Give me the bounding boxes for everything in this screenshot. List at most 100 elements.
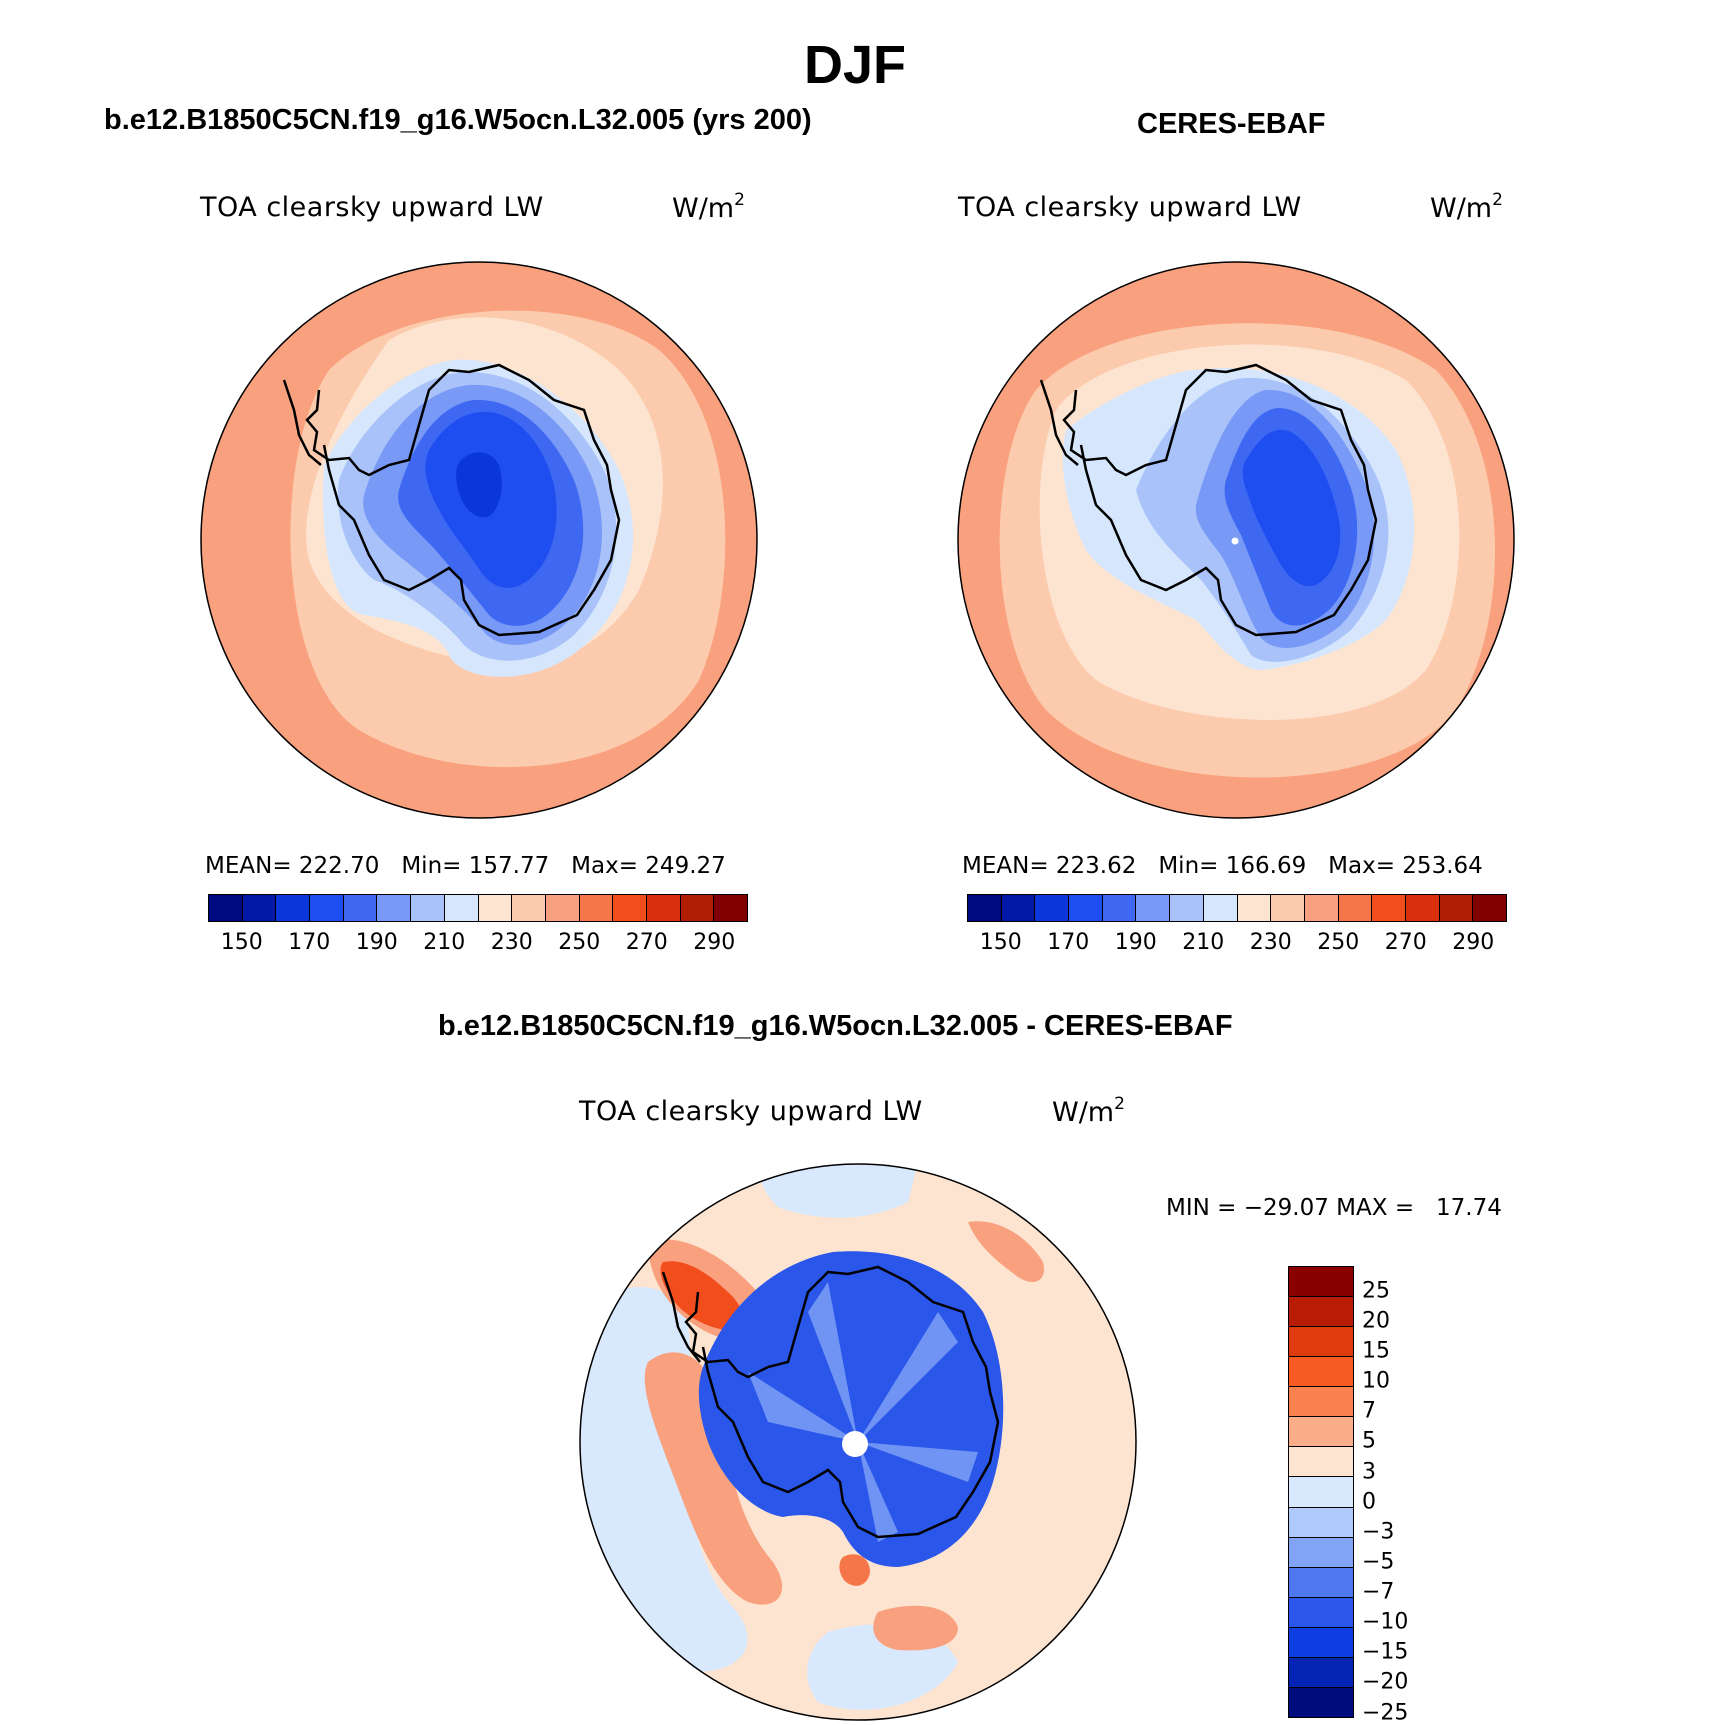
diff-red-south-spot: [839, 1554, 870, 1586]
obs-map-border: [957, 261, 1515, 819]
colorbar-tick-label: 170: [288, 930, 331, 955]
model-case-title: b.e12.B1850C5CN.f19_g16.W5ocn.L32.005 (y…: [104, 104, 812, 136]
colorbar-tick-label: 230: [1249, 930, 1292, 955]
colorbar-cell: [1438, 895, 1473, 921]
colorbar-tick-label: 170: [1047, 930, 1090, 955]
colorbar-cell: [1068, 895, 1102, 921]
colorbar-tick-label: 210: [1182, 930, 1225, 955]
obs-units-label: W/m2: [1430, 190, 1503, 224]
diff-colorbar-tick-label: −25: [1362, 1700, 1409, 1725]
obs-colorbar-ticks: 150 170 190 210 230 250 270 290: [967, 930, 1507, 958]
obs-stats: MEAN= 223.62 Min= 166.69 Max= 253.64: [962, 853, 1483, 879]
obs-peninsula: [1039, 379, 1079, 466]
model-coastline: [305, 363, 621, 637]
colorbar-cell: [1371, 895, 1405, 921]
obs-deep-blue: [1242, 429, 1341, 587]
colorbar-cell: [968, 895, 1001, 921]
colorbar-tick-label: 270: [1384, 930, 1427, 955]
diff-colorbar-cell: [1289, 1326, 1353, 1357]
colorbar-cell: [1270, 895, 1304, 921]
diff-colorbar-tick-label: 5: [1362, 1428, 1376, 1454]
colorbar-cell: [410, 895, 444, 921]
diff-colorbar-cell: [1289, 1536, 1353, 1567]
colorbar-cell: [1303, 895, 1338, 921]
diff-colorbar-tick-label: 0: [1362, 1489, 1376, 1515]
diff-colorbar-cell: [1289, 1356, 1353, 1387]
diff-colorbar-cell: [1289, 1596, 1353, 1627]
diff-colorbar-tick-label: 3: [1362, 1459, 1376, 1484]
colorbar-tick-label: 250: [558, 930, 601, 955]
obs-colorbar: [967, 894, 1507, 922]
colorbar-cell: [713, 895, 747, 921]
diff-colorbar-tick-label: −5: [1362, 1549, 1395, 1575]
colorbar-cell: [1101, 895, 1136, 921]
obs-pole-dot: [1231, 537, 1239, 545]
diff-colorbar-tick-label: −20: [1362, 1669, 1409, 1695]
colorbar-cell: [645, 895, 680, 921]
diff-light-blue-rays: [748, 1282, 978, 1542]
diff-colorbar-ticks: 25 20 15 10 7 5 3 0 −3 −5 −7 −10 −15 −20 −25: [1362, 1266, 1442, 1725]
diff-colorbar-cell: [1289, 1476, 1353, 1507]
model-colorbar-ticks: 150 170 190 210 230 250 270 290: [208, 930, 748, 958]
colorbar-tick-label: 190: [1114, 930, 1157, 955]
model-peninsula: [282, 379, 322, 466]
model-map-border: [200, 261, 758, 819]
colorbar-cell: [1472, 895, 1506, 921]
colorbar-cell: [1202, 895, 1237, 921]
diff-salmon-south: [873, 1605, 958, 1651]
obs-case-title: CERES-EBAF: [1137, 108, 1326, 140]
colorbar-cell: [578, 895, 613, 921]
model-colorbar: [208, 894, 748, 922]
diff-case-title: b.e12.B1850C5CN.f19_g16.W5ocn.L32.005 - …: [438, 1010, 1233, 1042]
colorbar-cell: [1337, 895, 1372, 921]
diff-coastline: [684, 1265, 1000, 1539]
diff-plot-label: TOA clearsky upward LW: [579, 1096, 923, 1127]
diff-colorbar-tick-label: 25: [1362, 1278, 1390, 1304]
diff-units-label: W/m2: [1052, 1094, 1125, 1128]
diff-colorbar-cell: [1289, 1506, 1353, 1537]
diff-colorbar-cell: [1289, 1566, 1353, 1597]
diff-colorbar-tick-label: −3: [1362, 1519, 1395, 1545]
diff-pole-hole: [842, 1431, 868, 1457]
diff-colorbar-tick-label: −7: [1362, 1579, 1395, 1605]
diff-salmon-west: [644, 1352, 783, 1605]
colorbar-tick-label: 270: [625, 930, 668, 955]
colorbar-cell: [241, 895, 276, 921]
diff-colorbar: [1288, 1266, 1354, 1718]
model-polar-map: [200, 261, 758, 819]
model-stats: MEAN= 222.70 Min= 157.77 Max= 249.27: [205, 853, 726, 879]
colorbar-cell: [1034, 895, 1069, 921]
colorbar-cell: [275, 895, 310, 921]
diff-colorbar-tick-label: −10: [1362, 1609, 1409, 1635]
diff-colorbar-tick-label: 20: [1362, 1308, 1390, 1334]
obs-coastline: [1062, 363, 1378, 637]
colorbar-tick-label: 150: [220, 930, 263, 955]
diff-pale-blue-north: [758, 1164, 918, 1218]
colorbar-tick-label: 190: [355, 930, 398, 955]
diff-colorbar-tick-label: 10: [1362, 1368, 1390, 1394]
colorbar-cell: [209, 895, 242, 921]
colorbar-tick-label: 290: [1452, 930, 1495, 955]
diff-colorbar-cell: [1289, 1656, 1353, 1687]
diff-colorbar-cell: [1289, 1386, 1353, 1417]
colorbar-cell: [1169, 895, 1203, 921]
diff-colorbar-cell: [1289, 1446, 1353, 1477]
figure-title: DJF: [803, 35, 906, 95]
colorbar-cell: [443, 895, 478, 921]
colorbar-cell: [679, 895, 714, 921]
colorbar-cell: [376, 895, 411, 921]
model-plot-label: TOA clearsky upward LW: [200, 192, 544, 223]
diff-colorbar-cell: [1289, 1626, 1353, 1657]
colorbar-tick-label: 230: [490, 930, 533, 955]
colorbar-cell: [511, 895, 545, 921]
colorbar-tick-label: 150: [979, 930, 1022, 955]
diff-red-northwest: [660, 1261, 742, 1330]
diff-colorbar-tick-label: −15: [1362, 1639, 1409, 1665]
obs-plot-label: TOA clearsky upward LW: [958, 192, 1302, 223]
obs-polar-map: [957, 261, 1515, 819]
diff-colorbar-tick-label: 7: [1362, 1398, 1376, 1424]
model-deepest-blue: [456, 452, 502, 518]
colorbar-cell: [612, 895, 646, 921]
colorbar-cell: [1135, 895, 1170, 921]
diff-polar-map: [579, 1163, 1137, 1721]
